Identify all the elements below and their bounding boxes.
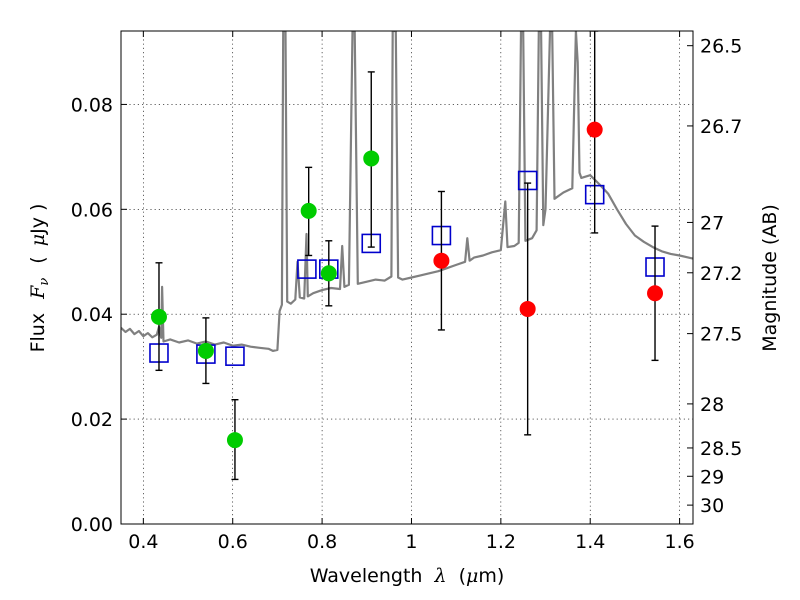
x-tick-label: 0.6 (218, 531, 248, 553)
y-tick-label: 0.04 (71, 304, 113, 326)
axis-ticks: 0.4 0.6 0.8 1 1.2 1.4 1.6 0.00 0.02 0.04 0.06 0.08 2… (71, 31, 742, 553)
observed-flux-point (647, 285, 664, 302)
x-tick-label: 1.6 (664, 531, 694, 553)
observed-flux-point (433, 252, 450, 269)
observed-flux-point (363, 150, 380, 167)
grid-lines (121, 31, 693, 524)
y2-tick-label: 28.5 (700, 438, 742, 460)
observed-flux-point (586, 121, 603, 138)
plot-frame (120, 30, 694, 525)
y2-tick-label: 26.5 (700, 36, 742, 58)
y2-tick-label: 27 (700, 212, 724, 234)
x-tick-label: 1.4 (575, 531, 605, 553)
y2-tick-label: 27.5 (700, 324, 742, 346)
sed-model-line (121, 31, 693, 352)
observed-flux-point (300, 202, 317, 219)
y-tick-label: 0.00 (71, 514, 113, 536)
x-tick-label: 0.4 (128, 531, 158, 553)
model-photometry-square (225, 346, 245, 366)
x-tick-label: 1 (405, 531, 417, 553)
y2-tick-label: 26.7 (700, 116, 742, 138)
y-tick-label: 0.06 (71, 199, 113, 221)
y2-tick-label: 30 (700, 495, 724, 517)
observed-flux-point (197, 342, 214, 359)
x-axis-label: Wavelength λ (μm) (310, 565, 505, 587)
y-tick-label: 0.08 (71, 94, 113, 116)
y2-tick-label: 28 (700, 394, 724, 416)
y2-axis-label: Magnitude (AB) (759, 204, 781, 352)
model-photometry-square (297, 259, 317, 279)
plot-area (121, 31, 693, 481)
observed-flux-point (150, 308, 167, 325)
y2-tick-label: 29 (700, 466, 724, 488)
x-tick-label: 1.2 (486, 531, 516, 553)
y2-tick-label: 27.2 (700, 263, 742, 285)
observed-flux-point (519, 300, 536, 317)
observed-flux-point (226, 432, 243, 449)
x-tick-label: 0.8 (307, 531, 337, 553)
y-axis-label: Flux Fν ( μJy ) (27, 204, 53, 353)
observed-flux-point (320, 265, 337, 282)
y-tick-label: 0.02 (71, 409, 113, 431)
